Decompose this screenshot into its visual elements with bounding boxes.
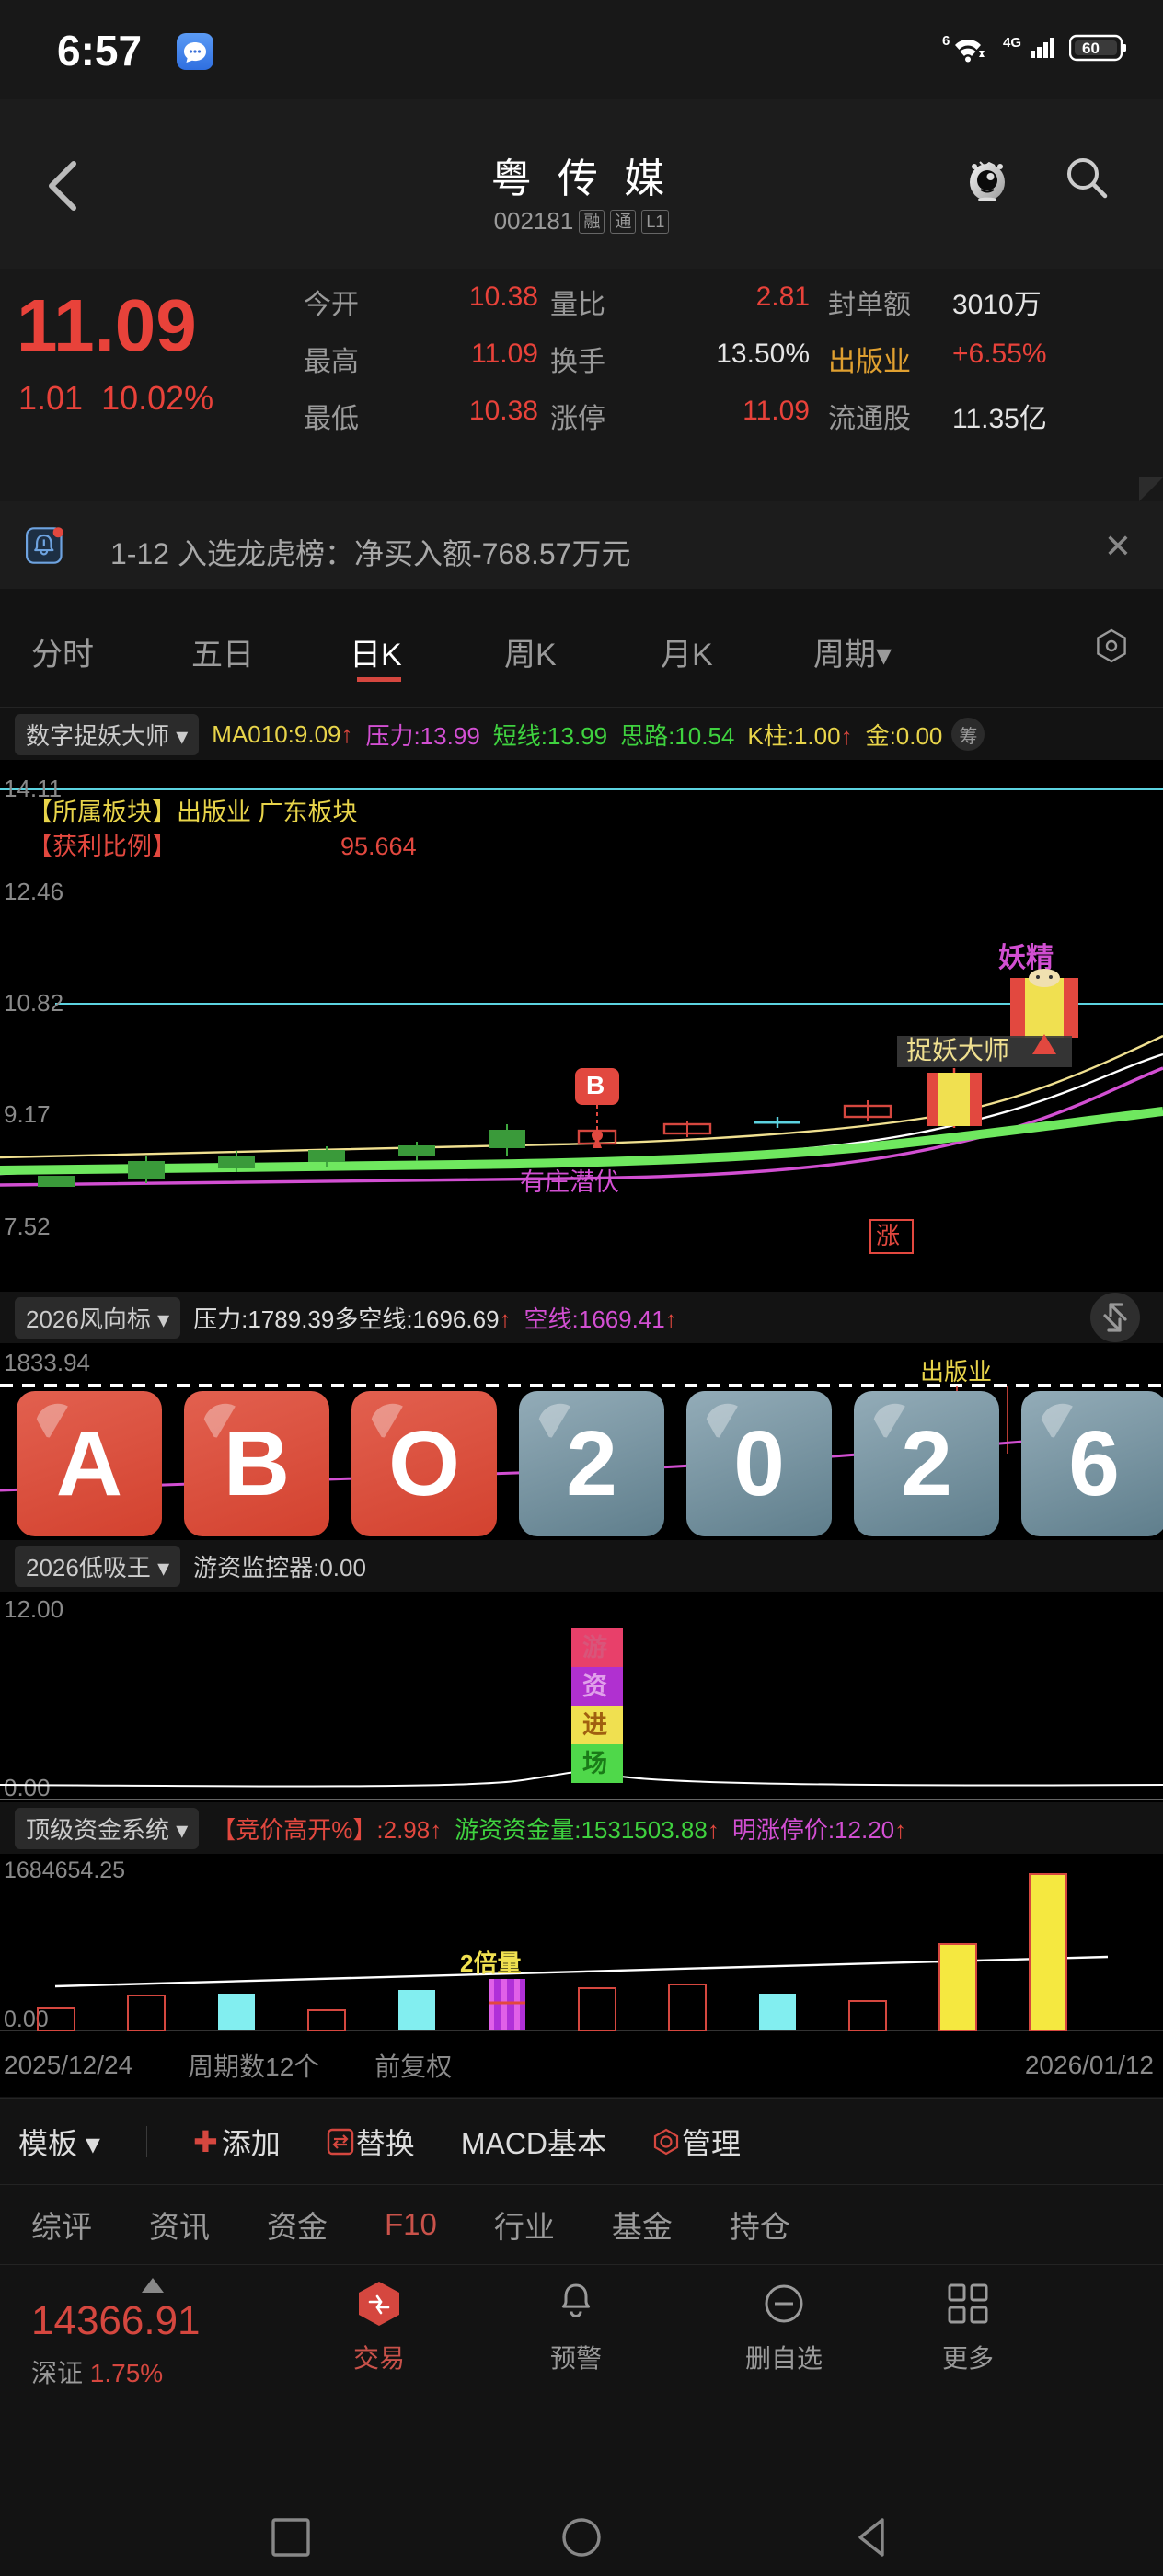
svg-text:12.00: 12.00 [4, 1595, 63, 1623]
svg-text:60: 60 [1082, 40, 1100, 57]
svg-text:0.00: 0.00 [4, 2007, 49, 2032]
svg-text:9.17: 9.17 [4, 1100, 51, 1128]
svg-text:【所属板块】出版业 广东板块: 【所属板块】出版业 广东板块 [28, 799, 358, 826]
svg-text:B: B [586, 1071, 605, 1099]
svg-text:【获利比例】: 【获利比例】 [28, 833, 177, 860]
svg-text:7.52: 7.52 [4, 1213, 51, 1240]
svg-text:10.82: 10.82 [4, 989, 63, 1017]
svg-text:0.00: 0.00 [4, 1774, 51, 1801]
svg-text:有庄潜伏: 有庄潜伏 [520, 1168, 619, 1196]
svg-text:1684654.25: 1684654.25 [4, 1857, 125, 1883]
svg-text:6: 6 [942, 33, 950, 49]
svg-text:4G: 4G [1003, 35, 1021, 51]
svg-text:进: 进 [582, 1711, 607, 1739]
svg-text:2倍量: 2倍量 [460, 1949, 521, 1977]
svg-text:涨: 涨 [876, 1222, 900, 1249]
svg-text:95.664: 95.664 [340, 833, 417, 860]
svg-text:1833.94: 1833.94 [4, 1349, 90, 1376]
svg-text:游: 游 [582, 1634, 607, 1662]
svg-text:资: 资 [582, 1673, 607, 1700]
svg-text:捉妖大师: 捉妖大师 [906, 1036, 1009, 1064]
svg-text:12.46: 12.46 [4, 878, 63, 905]
svg-text:场: 场 [582, 1750, 607, 1777]
svg-text:出版业: 出版业 [920, 1358, 992, 1386]
